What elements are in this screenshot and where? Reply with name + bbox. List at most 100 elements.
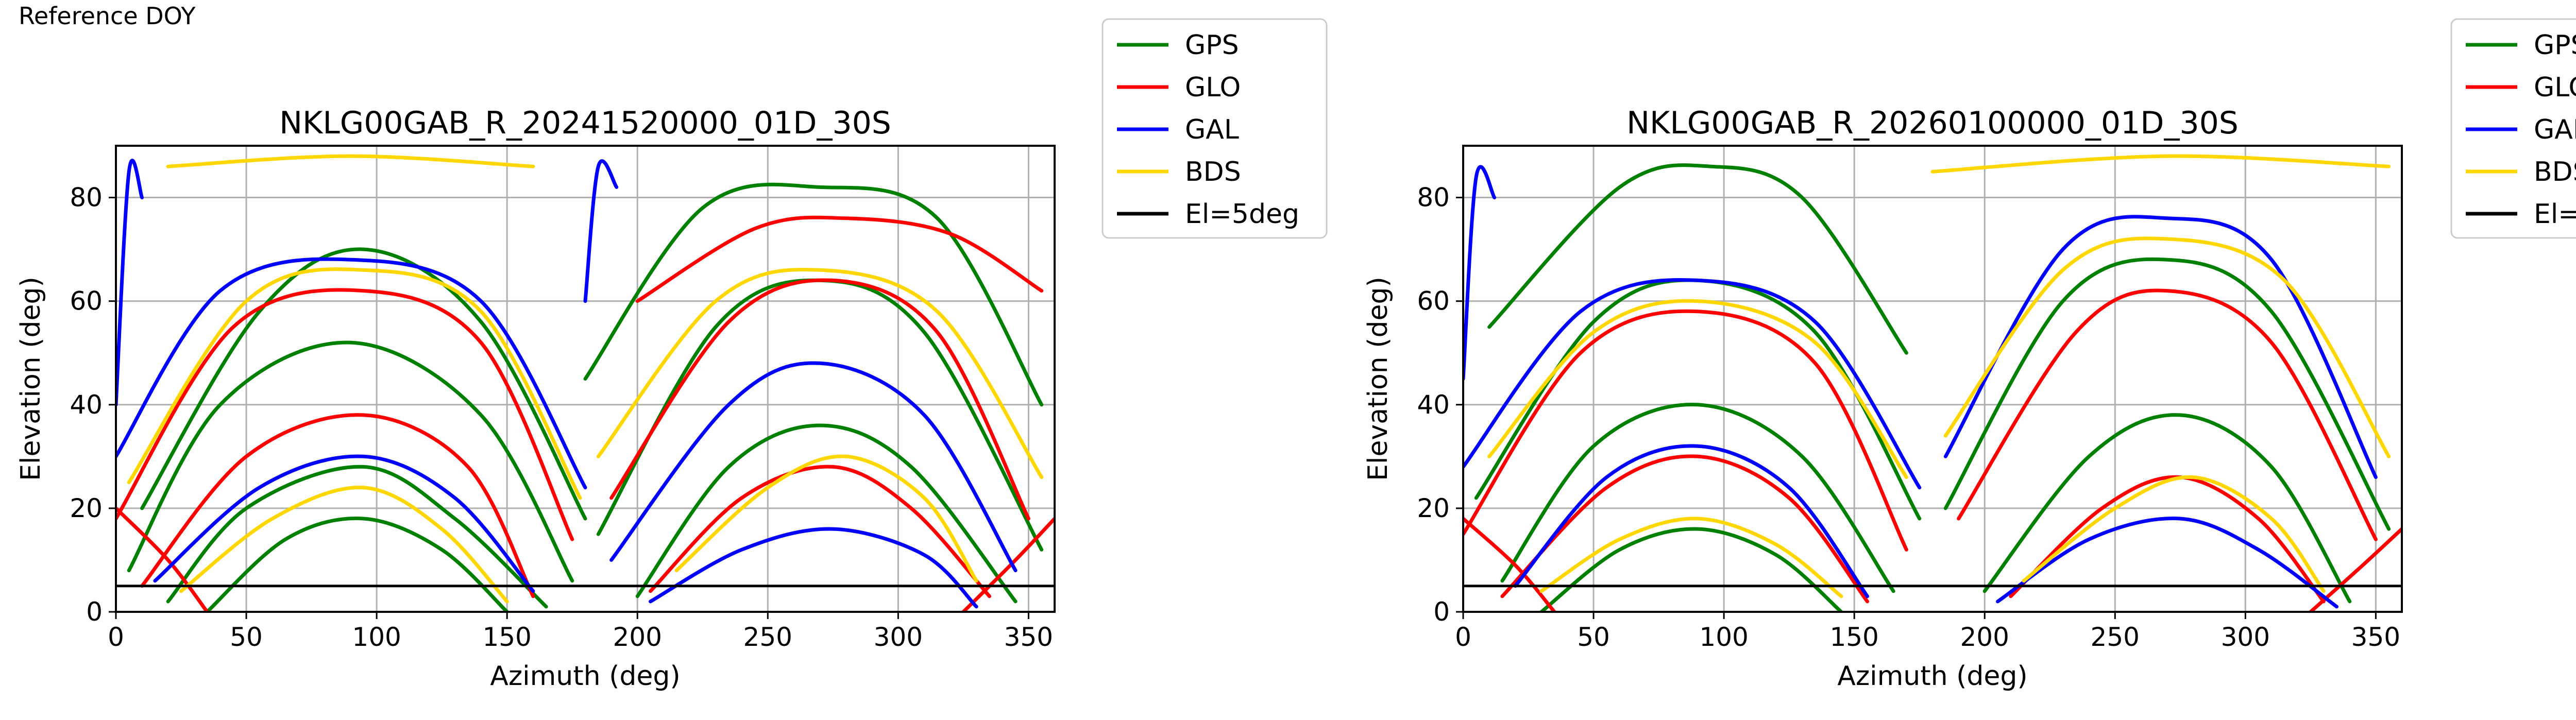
x-tick-label: 200 bbox=[613, 622, 662, 652]
satellite-track-glo bbox=[1463, 309, 1908, 552]
satellite-track-gps bbox=[205, 517, 509, 612]
series-glo bbox=[1463, 288, 2402, 612]
legend-item-gal: GAL bbox=[2466, 114, 2576, 145]
legend-label: GAL bbox=[2534, 114, 2576, 145]
y-tick-label: 40 bbox=[70, 390, 103, 420]
satellite-track-gal bbox=[609, 361, 1018, 573]
axes-frame bbox=[115, 145, 1056, 613]
chart-title: NKLG00GAB_R_20241520000_01D_30S bbox=[279, 105, 891, 141]
legend-item-bds: BDS bbox=[1117, 157, 1241, 187]
satellite-track-glo bbox=[1500, 454, 1869, 604]
x-tick-label: 300 bbox=[2221, 622, 2270, 652]
y-axis-label: Elevation (deg) bbox=[1363, 277, 1394, 481]
satellite-track-bds bbox=[1539, 517, 1843, 598]
satellite-track-glo bbox=[609, 278, 1030, 521]
legend-label: GAL bbox=[1185, 114, 1239, 145]
y-tick-label: 60 bbox=[1417, 286, 1450, 316]
satellite-track-bds bbox=[596, 267, 1044, 479]
legend-item-glo: GLO bbox=[1117, 72, 1241, 103]
satellite-track-glo bbox=[1463, 517, 1556, 612]
satellite-track-glo bbox=[1957, 288, 2378, 541]
series-gps bbox=[127, 182, 1044, 612]
y-tick-label: 20 bbox=[1417, 493, 1450, 523]
satellite-track-bds bbox=[1930, 154, 2391, 174]
x-axis-label: Azimuth (deg) bbox=[490, 661, 680, 692]
satellite-track-gps bbox=[166, 465, 548, 609]
satellite-track-gps bbox=[1539, 527, 1843, 612]
legend-label: BDS bbox=[2534, 157, 2576, 187]
satellite-track-bds bbox=[127, 267, 582, 500]
legend-label: GPS bbox=[1185, 30, 1239, 61]
satellite-track-bds bbox=[1487, 299, 1908, 479]
satellite-track-glo bbox=[961, 517, 1055, 612]
legend-label: El=5deg bbox=[1185, 199, 1299, 230]
series-bds bbox=[1487, 154, 2391, 598]
satellite-track-gps bbox=[583, 182, 1044, 407]
y-tick-label: 0 bbox=[86, 597, 103, 627]
x-tick-label: 300 bbox=[874, 622, 923, 652]
x-tick-label: 100 bbox=[1699, 622, 1748, 652]
series-glo bbox=[116, 215, 1055, 612]
satellite-track-gps bbox=[1487, 163, 1908, 355]
plot-area bbox=[1463, 146, 2402, 612]
figure-label: Reference DOY bbox=[19, 2, 196, 30]
x-tick-label: 0 bbox=[108, 622, 124, 652]
x-tick-label: 350 bbox=[2351, 622, 2400, 652]
x-tick-label: 50 bbox=[230, 622, 263, 652]
legend-label: GLO bbox=[2534, 72, 2576, 103]
satellite-track-gal bbox=[1463, 165, 1497, 381]
legend-item-el-5deg: El=5deg bbox=[1117, 199, 1299, 230]
satellite-track-glo bbox=[635, 215, 1044, 303]
satellite-track-gps bbox=[1500, 403, 1895, 593]
satellite-track-bds bbox=[674, 454, 978, 583]
x-tick-label: 0 bbox=[1455, 622, 1471, 652]
y-tick-label: 40 bbox=[1417, 390, 1450, 420]
x-tick-label: 50 bbox=[1577, 622, 1610, 652]
satellite-track-gal bbox=[1513, 444, 1869, 598]
satellite-track-gal bbox=[649, 527, 978, 609]
legend-label: GPS bbox=[2534, 30, 2576, 61]
legend-item-glo: GLO bbox=[2466, 72, 2576, 103]
satellite-track-glo bbox=[649, 465, 991, 598]
satellite-track-gal bbox=[583, 159, 619, 303]
data-layer bbox=[1463, 154, 2402, 612]
y-axis-label: Elevation (deg) bbox=[15, 277, 46, 481]
y-tick-label: 20 bbox=[70, 493, 103, 523]
x-tick-label: 250 bbox=[2091, 622, 2140, 652]
chart-title: NKLG00GAB_R_20260100000_01D_30S bbox=[1626, 105, 2239, 141]
x-tick-label: 200 bbox=[1960, 622, 2009, 652]
satellite-track-glo bbox=[2309, 527, 2402, 612]
series-bds bbox=[127, 154, 1044, 604]
x-axis-label: Azimuth (deg) bbox=[1837, 661, 2027, 692]
legend-label: El=5deg bbox=[2534, 199, 2576, 230]
satellite-track-gps bbox=[1943, 257, 2391, 531]
satellite-track-gal bbox=[153, 454, 535, 593]
chart-panel-right: 0 50 100 150 200 250 300 350 0 20 40 60 80 NKLG00GAB_… bbox=[1363, 18, 2576, 692]
axes-frame bbox=[1462, 145, 2403, 613]
satellite-track-gal bbox=[116, 257, 587, 490]
satellite-track-gal bbox=[116, 159, 144, 407]
legend-item-gps: GPS bbox=[2466, 30, 2576, 61]
legend-label: GLO bbox=[1185, 72, 1241, 103]
satellite-track-gps bbox=[127, 340, 574, 583]
satellite-track-gps bbox=[635, 423, 1018, 604]
y-tick-label: 60 bbox=[70, 286, 103, 316]
y-tick-label: 0 bbox=[1433, 597, 1450, 627]
series-gal bbox=[1463, 165, 2378, 609]
satellite-track-gal bbox=[1463, 278, 1922, 490]
legend: GPS GLO GAL BDS El=5deg bbox=[1101, 18, 1328, 239]
x-tick-label: 150 bbox=[482, 622, 531, 652]
legend-box bbox=[1101, 18, 1328, 239]
satellite-track-gal bbox=[1996, 517, 2338, 609]
satellite-track-bds bbox=[1943, 236, 2391, 458]
legend-item-el-5deg: El=5deg bbox=[2466, 199, 2576, 230]
chart-panel-left: 0 50 100 150 200 250 300 350 0 20 40 60 80 NKLG00GAB_… bbox=[15, 18, 1328, 692]
y-tick-label: 80 bbox=[70, 183, 103, 213]
series-gal bbox=[116, 159, 1018, 609]
satellite-track-gps bbox=[140, 247, 587, 521]
satellite-track-bds bbox=[2022, 475, 2326, 593]
legend-item-gal: GAL bbox=[1117, 114, 1239, 145]
y-tick-label: 80 bbox=[1417, 183, 1450, 213]
legend-item-gps: GPS bbox=[1117, 30, 1239, 61]
x-tick-label: 250 bbox=[743, 622, 792, 652]
